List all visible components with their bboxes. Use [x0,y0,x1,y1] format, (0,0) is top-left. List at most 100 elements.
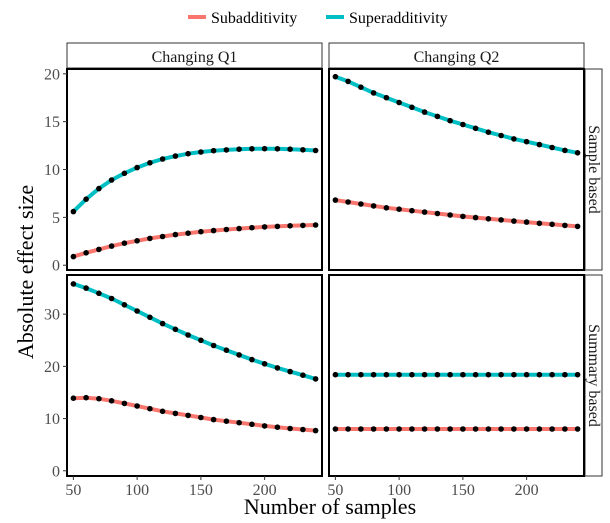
data-point-subadditivity [300,426,306,433]
data-point-subadditivity [261,423,268,429]
x-tick-label: 50 [65,482,81,499]
data-point-subadditivity [536,220,543,227]
data-point-subadditivity [383,205,390,211]
data-point-superadditivity [96,185,102,192]
data-point-superadditivity [358,84,364,90]
y-tick-label: 10 [44,411,60,428]
data-point-subadditivity [447,426,453,432]
data-point-superadditivity [434,371,441,378]
data-point-subadditivity [249,421,255,428]
data-point-superadditivity [261,145,268,152]
data-point-superadditivity [300,372,306,379]
data-point-superadditivity [447,371,453,378]
data-point-superadditivity [536,141,543,148]
data-point-subadditivity [223,418,230,425]
data-point-superadditivity [300,147,306,153]
data-point-subadditivity [274,223,281,230]
data-point-superadditivity [421,371,428,378]
data-point-subadditivity [511,426,517,432]
data-point-subadditivity [159,233,166,240]
data-point-superadditivity [83,285,89,291]
data-point-subadditivity [409,207,415,214]
data-point-superadditivity [332,73,339,80]
data-point-superadditivity [370,371,377,378]
data-point-subadditivity [172,410,179,417]
data-point-superadditivity [383,94,390,101]
data-point-subadditivity [434,426,441,432]
data-point-superadditivity [159,156,166,162]
y-tick-label: 15 [44,114,60,131]
data-point-superadditivity [185,150,191,157]
data-point-subadditivity [121,400,128,407]
data-point-subadditivity [345,199,351,205]
data-point-subadditivity [421,426,428,432]
panel-border [328,68,585,271]
data-point-superadditivity [185,332,191,338]
legend-label-subadditivity: Subadditivity [211,10,297,27]
data-point-superadditivity [312,376,319,382]
data-point-subadditivity [460,426,466,432]
data-point-subadditivity [549,426,555,432]
data-point-superadditivity [523,138,530,145]
data-point-superadditivity [536,371,543,378]
data-point-superadditivity [574,371,581,378]
data-point-subadditivity [460,213,466,220]
data-point-superadditivity [287,368,293,375]
data-point-superadditivity [287,146,293,152]
data-point-superadditivity [447,117,453,124]
x-tick-label: 100 [387,482,411,499]
data-point-superadditivity [108,177,115,183]
x-tick-label: 150 [451,482,475,499]
data-point-superadditivity [223,347,230,354]
data-point-subadditivity [409,426,415,432]
data-point-subadditivity [70,395,77,402]
data-point-subadditivity [287,223,293,229]
data-point-subadditivity [210,227,217,234]
data-point-superadditivity [511,371,517,378]
y-axis-title: Absolute effect size [13,185,38,359]
data-point-superadditivity [332,371,339,378]
data-point-superadditivity [249,356,255,363]
data-point-subadditivity [370,203,377,209]
data-point-superadditivity [396,371,402,378]
data-point-subadditivity [574,426,581,432]
data-point-superadditivity [312,147,319,154]
x-tick-label: 200 [253,482,277,499]
data-point-superadditivity [134,164,140,171]
data-point-subadditivity [121,240,128,246]
data-point-superadditivity [70,281,77,287]
legend-label-superadditivity: Superadditivity [349,10,448,27]
panel-border [66,68,323,271]
strip-label-changing-q1: Changing Q1 [152,49,238,66]
data-point-subadditivity [472,426,479,432]
panel-border [66,274,323,477]
data-point-superadditivity [511,136,517,142]
data-point-superadditivity [198,337,204,344]
data-point-superadditivity [223,147,230,153]
data-point-subadditivity [549,221,555,228]
data-point-superadditivity [562,371,568,378]
data-point-subadditivity [434,210,441,217]
data-point-subadditivity [498,217,504,223]
data-point-subadditivity [447,212,453,218]
panel-changing-q2-summary-based [328,274,585,477]
strip-label-summary-based: Summary based [585,324,602,427]
data-point-subadditivity [300,222,306,229]
data-point-subadditivity [96,395,102,402]
data-point-subadditivity [523,426,530,432]
data-point-superadditivity [198,149,204,155]
data-point-superadditivity [108,295,115,302]
data-point-superadditivity [159,320,166,327]
data-point-superadditivity [121,302,128,308]
data-point-subadditivity [83,250,89,256]
data-point-subadditivity [236,225,242,232]
strip-label-sample-based: Sample based [585,125,602,213]
x-tick-label: 50 [327,482,343,499]
legend: Subadditivity Superadditivity [188,10,448,27]
data-point-subadditivity [96,246,102,253]
data-point-superadditivity [485,371,492,378]
y-tick-label: 0 [52,258,60,275]
data-point-superadditivity [236,146,242,152]
data-point-subadditivity [332,197,339,203]
